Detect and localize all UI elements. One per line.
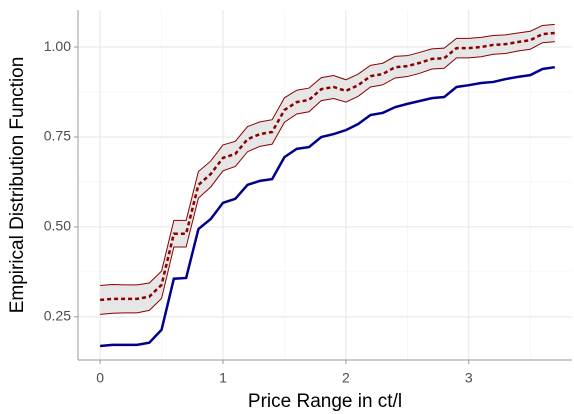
series-line: [100, 31, 555, 302]
x-axis-title: Price Range in ct/l: [248, 391, 402, 412]
x-tick-label: 3: [465, 370, 473, 386]
y-tick-label: 0.75: [44, 128, 71, 144]
y-axis-title: Empirical Distribution Function: [7, 57, 28, 314]
band-lower-line: [100, 41, 555, 315]
band-upper-line: [100, 23, 555, 287]
x-tick-label: 0: [96, 370, 104, 386]
y-tick-label: 0.25: [44, 308, 71, 324]
x-tick-label: 2: [342, 370, 350, 386]
confidence-band: [100, 24, 555, 315]
x-tick-label: 1: [219, 370, 227, 386]
series-line: [100, 65, 555, 348]
y-tick-label: 0.50: [44, 218, 71, 234]
y-tick-label: 1.00: [44, 38, 71, 54]
